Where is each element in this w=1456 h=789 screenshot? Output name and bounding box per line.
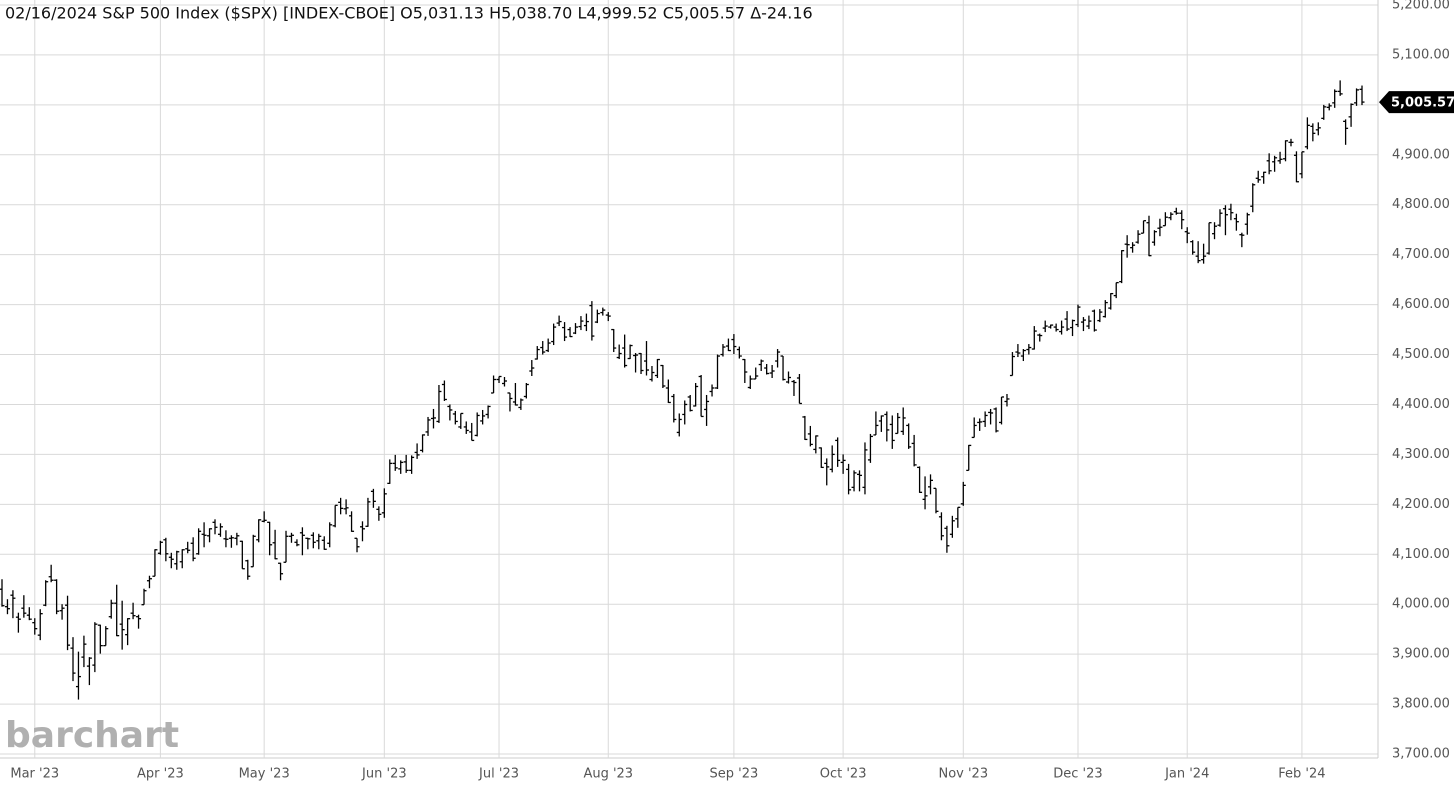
y-tick-label: 4,600.00 xyxy=(1392,297,1450,312)
x-tick-label: Apr '23 xyxy=(137,767,184,782)
bars xyxy=(0,80,1365,700)
y-tick-label: 4,000.00 xyxy=(1392,597,1450,612)
x-tick-label: Sep '23 xyxy=(710,767,759,782)
x-tick-label: Mar '23 xyxy=(10,767,59,782)
last-price-label: 5,005.57 xyxy=(1391,96,1455,111)
x-tick-label: Jan '24 xyxy=(1164,767,1209,782)
chart-title: 02/16/2024 S&P 500 Index ($SPX) [INDEX-C… xyxy=(5,4,813,23)
x-tick-label: Jul '23 xyxy=(478,767,519,782)
x-tick-label: Oct '23 xyxy=(820,767,867,782)
x-tick-label: Feb '24 xyxy=(1278,767,1325,782)
y-tick-label: 3,800.00 xyxy=(1392,697,1450,712)
y-tick-label: 3,900.00 xyxy=(1392,647,1450,662)
x-tick-label: Aug '23 xyxy=(583,767,633,782)
y-tick-label: 3,700.00 xyxy=(1392,747,1450,762)
y-tick-label: 4,300.00 xyxy=(1392,447,1450,462)
y-tick-label: 4,100.00 xyxy=(1392,547,1450,562)
y-tick-label: 5,200.00 xyxy=(1392,0,1450,13)
y-tick-label: 4,200.00 xyxy=(1392,497,1450,512)
y-tick-label: 4,400.00 xyxy=(1392,397,1450,412)
watermark: barchart xyxy=(5,715,179,756)
labels: 3,700.00 3,800.00 3,900.00 4,000.00 4,100.00… xyxy=(10,0,1455,782)
y-tick-label: 4,900.00 xyxy=(1392,147,1450,162)
x-tick-label: Nov '23 xyxy=(938,767,988,782)
grid xyxy=(0,0,1379,759)
x-tick-label: Dec '23 xyxy=(1053,767,1102,782)
x-tick-label: May '23 xyxy=(239,767,290,782)
y-tick-label: 4,800.00 xyxy=(1392,197,1450,212)
y-tick-label: 4,500.00 xyxy=(1392,347,1450,362)
last-price-tag xyxy=(1379,91,1454,114)
y-tick-label: 4,700.00 xyxy=(1392,247,1450,262)
x-tick-label: Jun '23 xyxy=(361,767,407,782)
y-tick-label: 5,100.00 xyxy=(1392,47,1450,62)
